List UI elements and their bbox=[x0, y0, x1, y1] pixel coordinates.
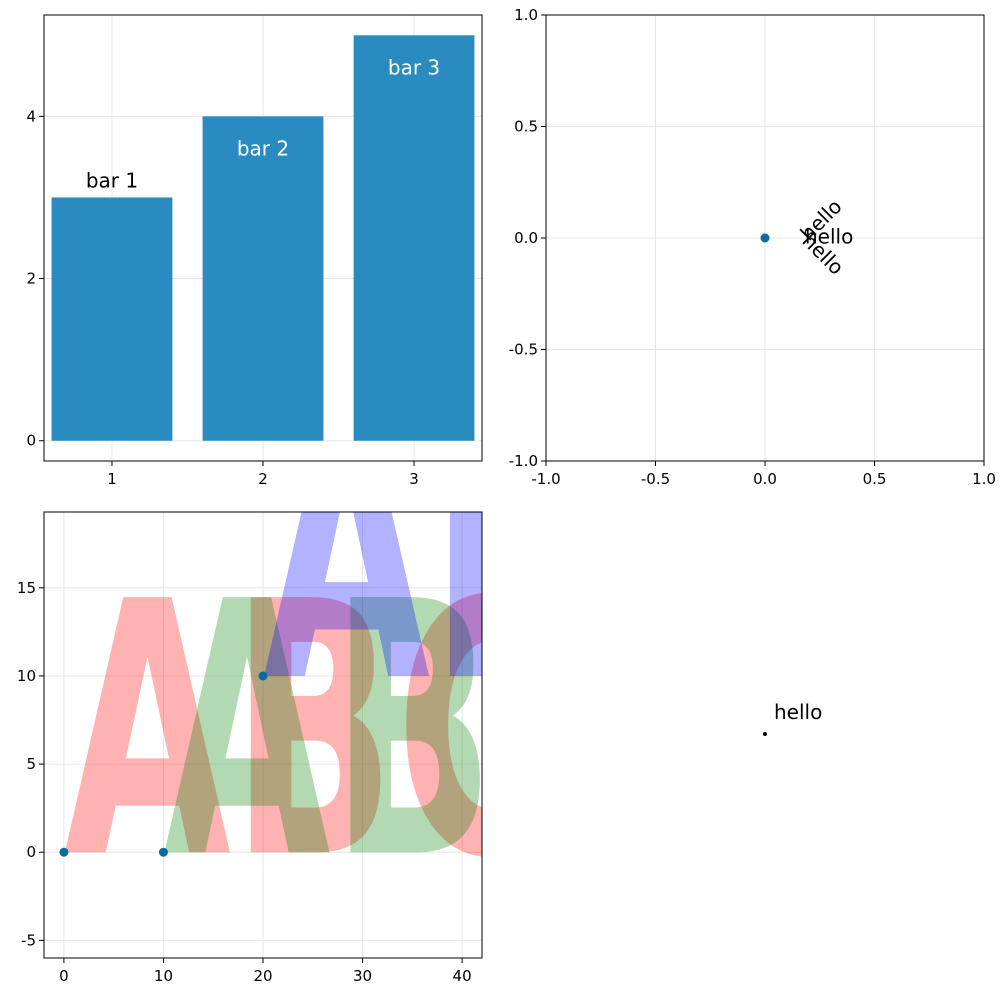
hidden-axes-points bbox=[763, 732, 767, 736]
hidden-axes-panel: hello bbox=[763, 700, 822, 736]
x-tick-label: 0 bbox=[59, 967, 69, 985]
hello-annotation: hello bbox=[774, 700, 822, 724]
y-tick-label: 15 bbox=[17, 579, 36, 597]
data-point bbox=[158, 847, 168, 857]
x-tick-label: 2 bbox=[258, 470, 268, 488]
x-tick-label: 30 bbox=[353, 967, 372, 985]
x-tick-label: 1 bbox=[107, 470, 117, 488]
bar-chart-ticks: 1 2 3 0 2 4 bbox=[26, 107, 418, 488]
y-tick-label: 5 bbox=[26, 755, 36, 773]
hello-annotation: hello bbox=[805, 225, 853, 249]
abc-annotation: ABC bbox=[163, 527, 653, 935]
y-tick-label: 0 bbox=[26, 432, 36, 450]
rotated-text-points bbox=[760, 233, 770, 243]
big-text-ticks: 0 10 20 30 40 -5 0 5 10 15 bbox=[17, 579, 472, 985]
y-tick-label: 0.0 bbox=[514, 229, 538, 247]
data-point bbox=[763, 732, 767, 736]
data-point bbox=[59, 847, 69, 857]
x-tick-label: 20 bbox=[253, 967, 272, 985]
y-tick-label: 1.0 bbox=[514, 6, 538, 24]
bar-label-2: bar 2 bbox=[237, 136, 289, 160]
y-tick-label: -0.5 bbox=[509, 341, 538, 359]
bar-3 bbox=[353, 35, 475, 441]
hidden-axes-annotations: hello bbox=[774, 700, 822, 724]
x-tick-label: -1.0 bbox=[531, 470, 560, 488]
bar-1 bbox=[51, 197, 173, 441]
rotated-text-ticks: -1.0 -0.5 0.0 0.5 1.0 -1.0 -0.5 0.0 0.5 1.0 bbox=[509, 6, 996, 488]
y-tick-label: 2 bbox=[26, 270, 36, 288]
x-tick-label: 3 bbox=[409, 470, 419, 488]
data-point bbox=[258, 671, 268, 681]
bar-chart-bar-labels: bar 1 bar 2 bar 3 bbox=[86, 55, 440, 192]
x-tick-label: 10 bbox=[154, 967, 173, 985]
y-tick-label: 0 bbox=[26, 843, 36, 861]
x-tick-label: 1.0 bbox=[972, 470, 996, 488]
bar-label-1: bar 1 bbox=[86, 168, 138, 192]
data-point bbox=[760, 233, 770, 243]
abc-annotation: ABC bbox=[64, 527, 554, 935]
x-tick-label: 40 bbox=[453, 967, 472, 985]
x-tick-label: 0.0 bbox=[753, 470, 777, 488]
y-tick-label: 4 bbox=[26, 107, 36, 125]
y-tick-label: -1.0 bbox=[509, 452, 538, 470]
big-text-points bbox=[59, 671, 268, 857]
y-tick-label: 10 bbox=[17, 667, 36, 685]
bar-chart-bars bbox=[51, 35, 475, 441]
bar-2 bbox=[202, 116, 324, 441]
x-tick-label: -0.5 bbox=[641, 470, 670, 488]
bar-label-3: bar 3 bbox=[388, 55, 440, 79]
y-tick-label: -5 bbox=[21, 931, 36, 949]
abc-annotation: ABC bbox=[263, 351, 753, 759]
x-tick-label: 0.5 bbox=[863, 470, 887, 488]
bar-chart-panel: bar 1 bar 2 bar 3 1 2 3 0 2 4 bbox=[26, 14, 483, 488]
y-tick-label: 0.5 bbox=[514, 118, 538, 136]
